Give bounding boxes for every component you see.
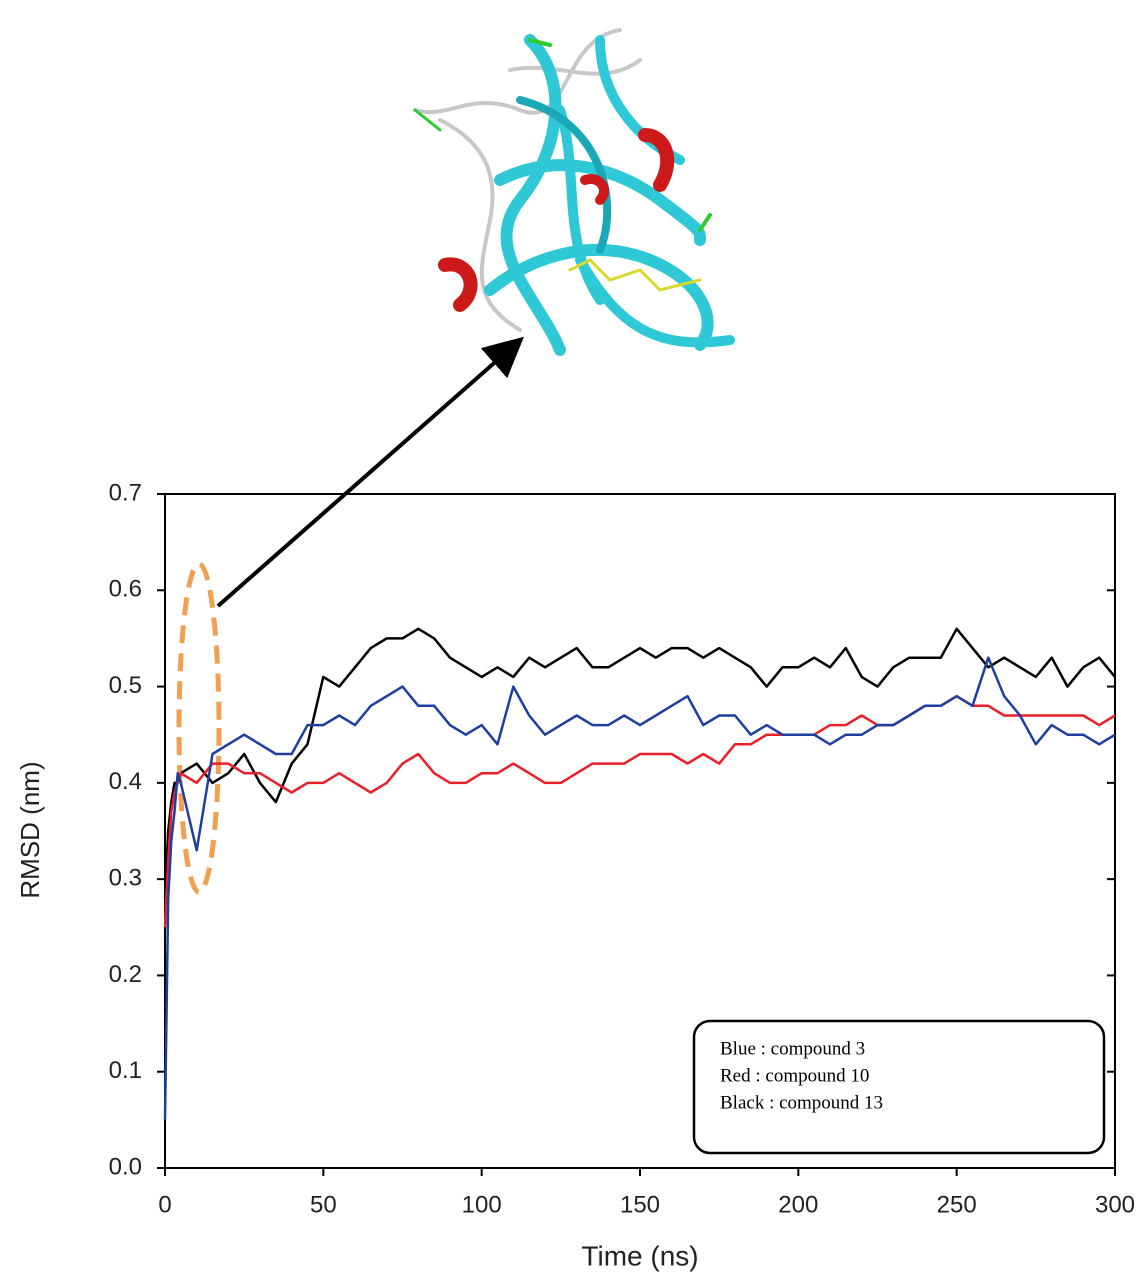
y-tick-label: 0.6 — [109, 576, 142, 603]
legend-entry: Black : compound 13 — [720, 1092, 883, 1113]
highlight-ellipse — [176, 561, 222, 895]
x-tick-label: 100 — [462, 1191, 502, 1218]
y-tick-label: 0.7 — [109, 479, 142, 506]
x-tick-label: 250 — [937, 1191, 977, 1218]
legend-entry: Red : compound 10 — [720, 1065, 869, 1086]
series-line — [163, 656, 1116, 1120]
y-tick-label: 0.4 — [109, 768, 142, 795]
x-tick-label: 300 — [1095, 1191, 1135, 1218]
arrow — [216, 336, 525, 608]
x-tick-label: 50 — [310, 1191, 337, 1218]
y-tick-label: 0.5 — [109, 672, 142, 699]
x-axis-title: Time (ns) — [581, 1240, 698, 1271]
y-tick-label: 0.2 — [109, 961, 142, 988]
legend-box — [692, 1019, 1106, 1155]
protein-structure — [413, 28, 735, 356]
series-line — [163, 694, 1116, 928]
x-tick-label: 200 — [778, 1191, 818, 1218]
x-tick-label: 150 — [620, 1191, 660, 1218]
y-axis-title: RMSD (nm) — [15, 761, 45, 898]
y-tick-label: 0.1 — [109, 1057, 142, 1084]
y-tick-label: 0.3 — [109, 864, 142, 891]
y-tick-label: 0.0 — [109, 1153, 142, 1180]
series-line — [163, 627, 1116, 899]
x-tick-label: 0 — [158, 1191, 171, 1218]
legend-entry: Blue : compound 3 — [720, 1038, 865, 1059]
